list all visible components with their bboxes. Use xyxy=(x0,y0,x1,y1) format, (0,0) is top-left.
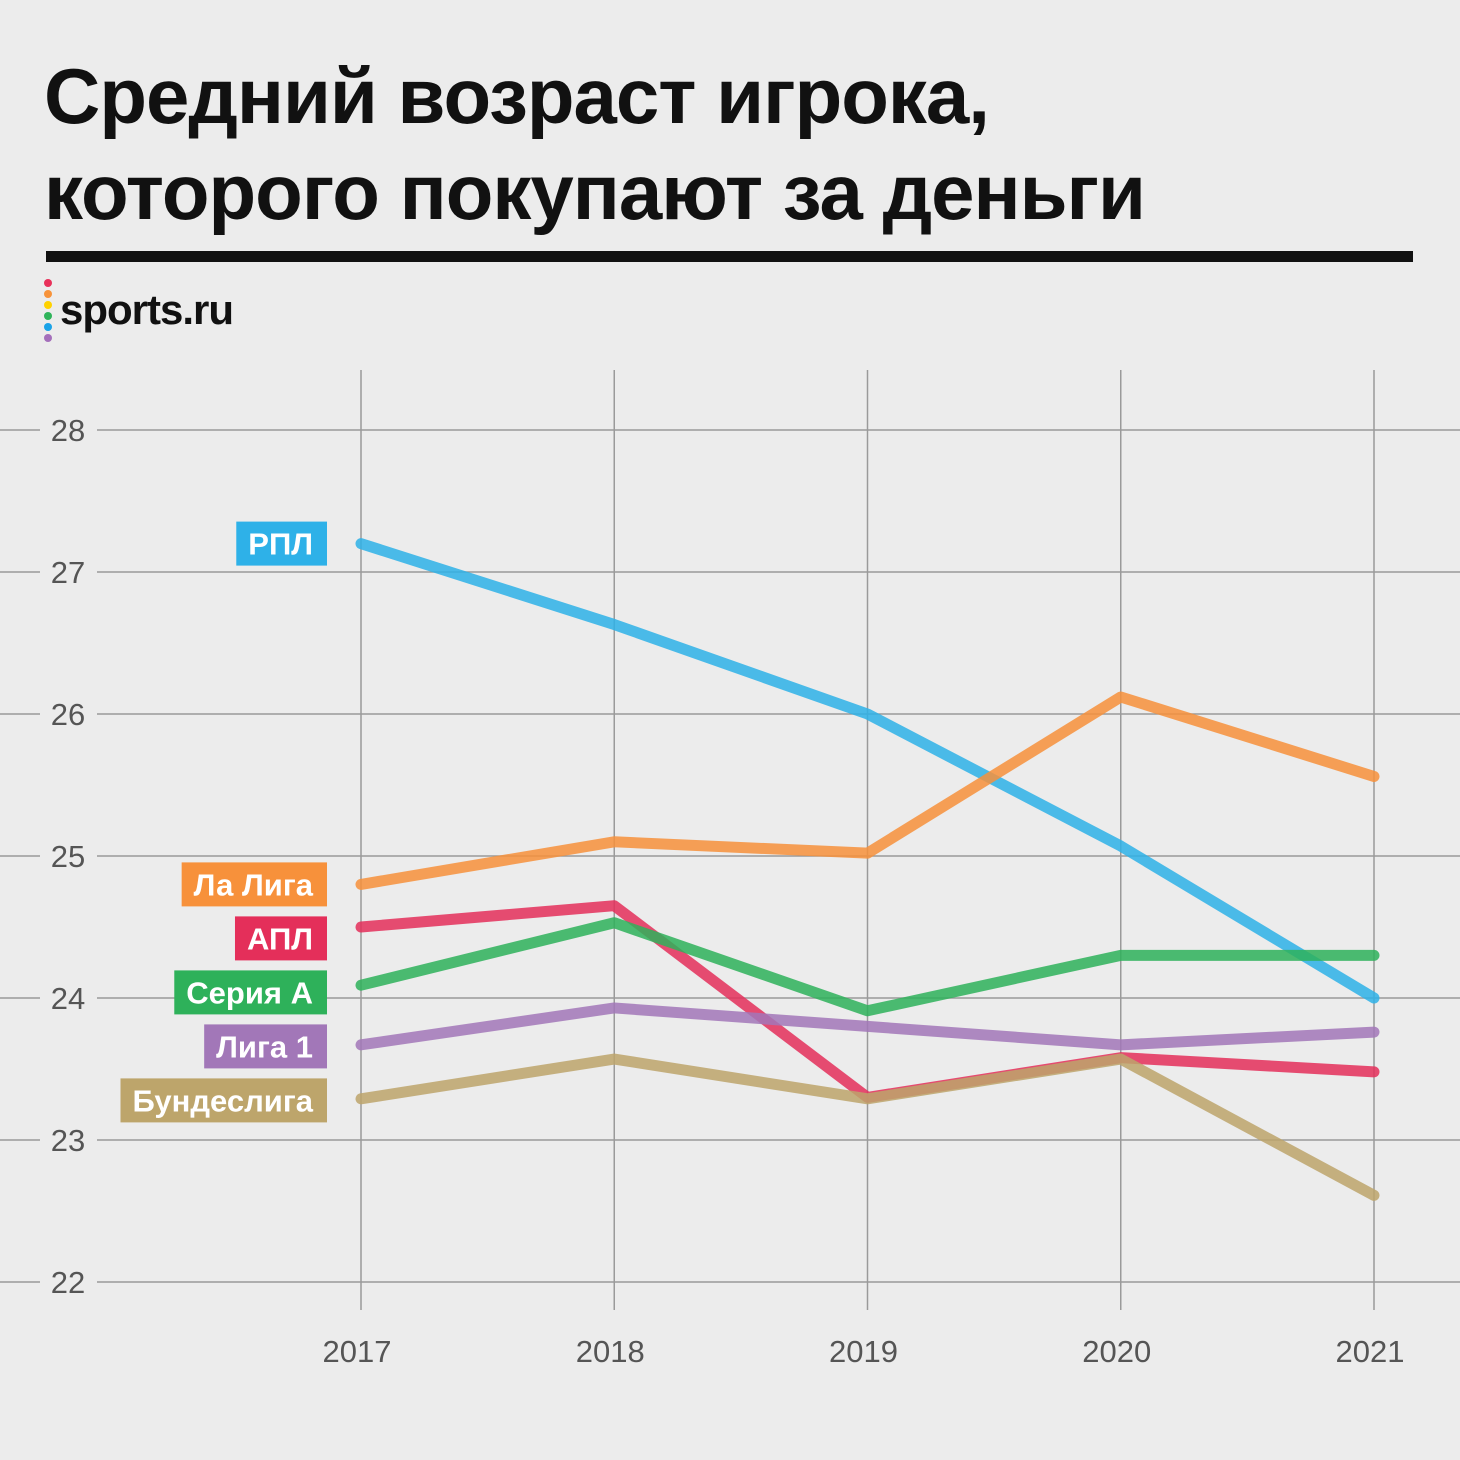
x-tick-label: 2018 xyxy=(576,1334,645,1369)
x-tick-label: 2020 xyxy=(1082,1334,1151,1369)
series-label: Лига 1 xyxy=(216,1029,313,1064)
series-line xyxy=(355,691,1380,890)
legend-tag: Лига 1 xyxy=(204,1024,327,1069)
chart-axes: 22 23 24 25 26 27 28 2017 2018 2019 2020 2021 xyxy=(51,413,1405,1369)
legend-tag: АПЛ xyxy=(234,916,327,961)
legend-tag-bg xyxy=(204,1024,327,1069)
brand-name: sports.ru xyxy=(60,286,234,333)
series-line xyxy=(355,917,1380,1017)
chart-grid xyxy=(0,370,1460,1310)
y-tick-label: 28 xyxy=(51,413,85,448)
series-line xyxy=(355,1002,1380,1051)
chart-title-line-1: Средний возраст игрока, xyxy=(44,52,990,140)
series-label: АПЛ xyxy=(247,921,313,956)
legend-tag-bg xyxy=(120,1078,327,1123)
chart-title-line-2: которого покупают за деньги xyxy=(44,148,1146,236)
legend-tag-bg xyxy=(236,521,327,566)
y-tick-label: 24 xyxy=(51,981,85,1016)
y-tick-label: 25 xyxy=(51,839,85,874)
x-tick-label: 2021 xyxy=(1336,1334,1405,1369)
chart-series xyxy=(355,538,1380,1201)
legend-tag: РПЛ xyxy=(236,521,327,566)
y-tick-label: 22 xyxy=(51,1265,85,1300)
legend-tag-bg xyxy=(234,916,327,961)
series-line xyxy=(355,538,1380,1004)
y-tick-label: 26 xyxy=(51,697,85,732)
brand-logo: sports.ru xyxy=(44,278,234,342)
title-divider xyxy=(46,251,1413,262)
series-label: Ла Лига xyxy=(194,867,314,902)
legend-tag-bg xyxy=(174,970,327,1015)
legend-tag: Серия А xyxy=(174,970,327,1015)
x-tick-label: 2017 xyxy=(323,1334,392,1369)
y-tick-label: 23 xyxy=(51,1123,85,1158)
series-label: Серия А xyxy=(186,975,313,1010)
series-label: Бундеслига xyxy=(133,1083,314,1118)
legend-tag: Бундеслига xyxy=(120,1078,327,1123)
chart-title: Средний возраст игрока, которого покупаю… xyxy=(44,48,1424,240)
legend-tag: Ла Лига xyxy=(181,862,327,907)
x-tick-label: 2019 xyxy=(829,1334,898,1369)
series-label: РПЛ xyxy=(248,527,313,562)
series-line xyxy=(355,1053,1380,1201)
y-tick-label: 27 xyxy=(51,555,85,590)
chart-legend: РПЛ Ла Лига АПЛ Серия А Лига 1 Бундеслига xyxy=(120,521,327,1123)
brand-dots-icon xyxy=(44,278,52,342)
legend-tag-bg xyxy=(181,862,327,907)
